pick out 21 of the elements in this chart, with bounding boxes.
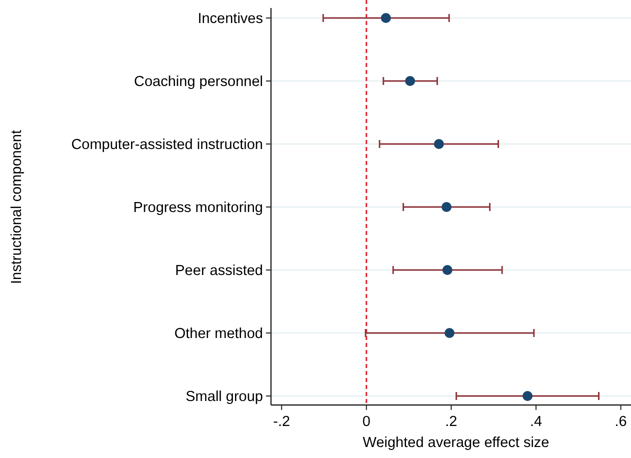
point xyxy=(434,139,444,149)
point xyxy=(444,328,455,338)
point xyxy=(442,202,452,212)
y-axis-title: Instructional component xyxy=(9,130,25,284)
x-tick-label: -.2 xyxy=(273,414,290,430)
y-tick-label: Peer assisted xyxy=(175,263,263,280)
x-tick-label: 0 xyxy=(362,414,370,430)
y-tick-label: Other method xyxy=(174,326,263,342)
x-tick-label: .4 xyxy=(530,414,542,430)
y-tick-label: Coaching personnel xyxy=(134,74,263,90)
y-tick-label: Progress monitoring xyxy=(133,200,263,216)
y-tick-label: Incentives xyxy=(198,11,263,28)
point xyxy=(442,265,452,275)
point xyxy=(522,391,533,401)
y-tick-label: Small group xyxy=(186,389,263,406)
point xyxy=(405,76,416,86)
x-tick-label: .2 xyxy=(445,414,458,430)
x-axis-title: Weighted average effect size xyxy=(362,435,550,451)
x-tick-label: .6 xyxy=(614,414,627,430)
y-tick-label: Computer-assisted instruction xyxy=(71,137,263,154)
point xyxy=(380,13,391,23)
